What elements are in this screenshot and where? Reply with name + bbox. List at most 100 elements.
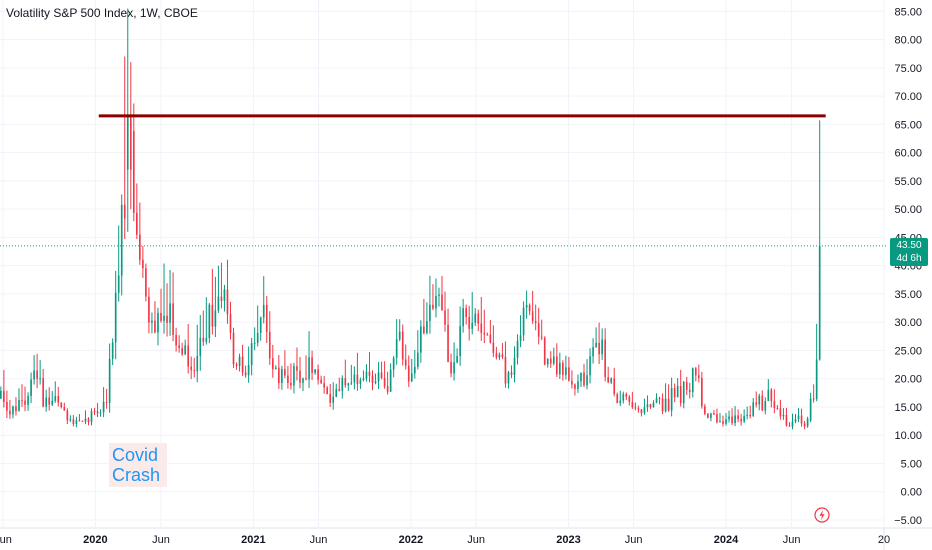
x-tick-label: 2022 (399, 534, 423, 546)
x-tick-label: Jun (310, 534, 328, 546)
candle-body (93, 411, 96, 413)
candle-body (126, 115, 129, 170)
candle-body (592, 347, 594, 357)
candle-body (341, 378, 344, 391)
candle-body (507, 372, 510, 384)
candle-body (725, 419, 727, 424)
candle-body (75, 420, 78, 424)
candle-body (196, 355, 199, 372)
candle-body (537, 323, 540, 337)
candle-body (679, 386, 682, 404)
candle-body (791, 421, 794, 427)
candle-body (6, 401, 8, 411)
candle-body (302, 378, 304, 383)
candle-body (513, 357, 516, 376)
candle-body (383, 377, 386, 387)
x-tick-label: 2020 (83, 534, 107, 546)
candle-body (389, 369, 392, 392)
candle-body (595, 342, 597, 348)
y-tick-label: 25.00 (894, 345, 922, 357)
candle-body (135, 212, 138, 235)
annotation-line-1: Covid (112, 445, 159, 465)
candle-body (36, 370, 38, 379)
candle-body (271, 358, 274, 370)
candle-body (489, 334, 492, 343)
candle-body (646, 404, 649, 408)
candle-body (132, 131, 135, 213)
candle-body (386, 386, 389, 392)
candle-body (628, 396, 631, 403)
candle-body (407, 365, 410, 382)
candle-body (3, 390, 5, 402)
candle-body (320, 379, 322, 384)
candle-body (268, 331, 271, 359)
candle-body (202, 337, 205, 342)
candle-body (223, 289, 226, 301)
candle-body (803, 423, 806, 427)
candle-body (81, 420, 84, 422)
candle-body (426, 321, 428, 334)
candle-body (785, 414, 788, 426)
candle-body (51, 400, 54, 405)
candle-body (761, 395, 764, 411)
candle-body (480, 323, 483, 333)
candle-body (555, 356, 558, 375)
candle-body (649, 404, 652, 408)
candle-body (377, 372, 380, 382)
candle-body (444, 310, 446, 325)
candle-body (256, 332, 259, 343)
candle-body (323, 383, 325, 388)
candle-body (410, 373, 413, 382)
candle-body (483, 332, 486, 335)
candle-body (713, 413, 715, 415)
candle-body (619, 400, 622, 404)
lightning-bolt-icon[interactable] (814, 507, 830, 523)
candle-body (450, 361, 452, 374)
candle-body (120, 204, 123, 276)
candle-body (87, 418, 90, 423)
candle-body (416, 352, 419, 367)
candle-body (728, 416, 730, 420)
price-axis[interactable]: −5.00 0.00 5.00 10.00 15.00 20.00 25.00 30.00 35… (894, 6, 922, 527)
candle-body (193, 370, 196, 372)
candle-body (151, 320, 153, 323)
candle-body (96, 411, 99, 414)
candle-body (287, 375, 289, 383)
candle-body (543, 337, 546, 365)
candle-body (734, 415, 736, 424)
candle-body (84, 418, 87, 422)
candle-body (368, 371, 371, 376)
covid-crash-annotation[interactable]: Covid Crash (109, 443, 167, 487)
candle-body (634, 407, 637, 409)
chart-overlays (0, 114, 888, 247)
candle-body (9, 410, 11, 415)
candle-body (365, 371, 368, 379)
candle-body (154, 320, 156, 333)
candle-body (160, 312, 162, 321)
candle-body (655, 398, 658, 403)
candle-body (326, 387, 329, 394)
candle-body (531, 311, 534, 322)
candle-body (217, 296, 220, 311)
candle-body (21, 400, 23, 402)
candle-body (586, 375, 588, 386)
candle-body (788, 425, 791, 427)
annotation-line-2: Crash (112, 465, 161, 485)
candle-body (610, 378, 613, 383)
candle-body (770, 389, 773, 402)
candle-body (380, 372, 383, 378)
candle-body (27, 395, 29, 405)
candle-body (148, 296, 150, 323)
candle-body (105, 401, 108, 403)
candle-body (114, 292, 117, 343)
candle-body (580, 372, 582, 382)
candle-body (776, 408, 779, 410)
time-axis[interactable]: Jun 2020 Jun 2021 Jun 2022 Jun 2023 Jun 2024 Jun 20 (0, 534, 890, 546)
candle-body (24, 400, 26, 405)
candle-body (746, 414, 749, 416)
candle-body (498, 354, 501, 358)
candle-body (716, 414, 718, 423)
candle-body (552, 356, 555, 364)
